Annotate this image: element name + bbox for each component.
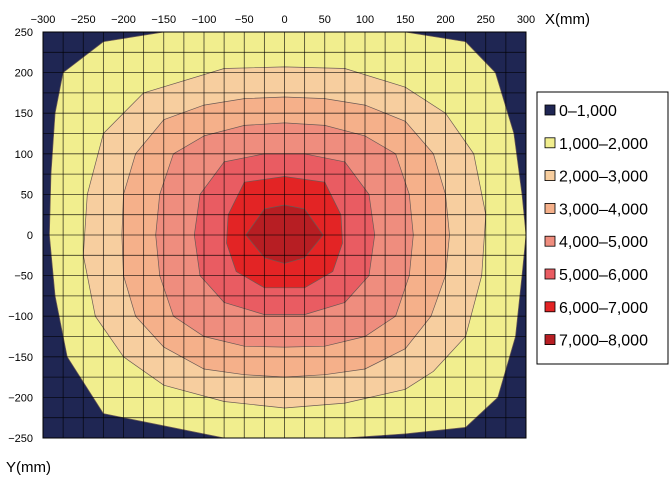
y-tick-label: −50 [14, 271, 33, 283]
legend-swatch [544, 334, 556, 346]
x-tick-labels: −300 −250 −200 −150 −100 −50 0 50 100 150 200 250 30… [31, 14, 536, 26]
y-tick-label: 100 [15, 149, 33, 161]
legend-label: 5,000–6,000 [559, 267, 648, 284]
x-tick-label: 250 [477, 14, 495, 26]
grid-layer [43, 32, 526, 438]
x-tick-label: 100 [356, 14, 374, 26]
legend-label: 1,000–2,000 [559, 136, 648, 153]
y-tick-label: −150 [8, 352, 33, 364]
legend-label: 4,000–5,000 [559, 234, 648, 251]
legend-swatch [544, 137, 556, 149]
legend-label: 6,000–7,000 [559, 300, 648, 317]
legend-items: 0–1,000 1,000–2,000 2,000–3,000 3,000–4,000… [544, 103, 648, 350]
x-tick-label: −150 [151, 14, 176, 26]
x-tick-label: 0 [281, 14, 287, 26]
legend-swatch [544, 301, 556, 313]
legend-swatch [544, 268, 556, 280]
legend-swatch [544, 202, 556, 214]
legend-swatch [544, 235, 556, 247]
x-tick-label: 300 [517, 14, 535, 26]
x-tick-label: −100 [192, 14, 217, 26]
y-tick-label: −200 [8, 392, 33, 404]
x-tick-label: −200 [111, 14, 136, 26]
x-tick-label: 150 [396, 14, 414, 26]
legend-swatch [544, 104, 556, 116]
x-axis-label: X(mm) [545, 11, 590, 28]
legend: 0–1,000 1,000–2,000 2,000–3,000 3,000–4,000… [536, 91, 669, 365]
legend-swatch [544, 170, 556, 182]
legend-label: 7,000–8,000 [559, 333, 648, 350]
y-tick-labels: 250 200 150 100 50 0 −50 −100 −150 −200 −250 [8, 27, 33, 445]
y-tick-label: 150 [15, 108, 33, 120]
y-axis-label: Y(mm) [6, 459, 51, 476]
legend-box [536, 91, 669, 365]
y-tick-label: 200 [15, 68, 33, 80]
y-tick-label: 50 [21, 189, 33, 201]
legend-label: 2,000–3,000 [559, 169, 648, 186]
y-tick-label: −250 [8, 433, 33, 445]
x-tick-label: 200 [436, 14, 454, 26]
x-tick-label: −50 [235, 14, 254, 26]
x-tick-label: 50 [319, 14, 331, 26]
x-tick-label: −300 [31, 14, 56, 26]
legend-label: 0–1,000 [559, 103, 617, 120]
y-tick-label: 0 [27, 230, 33, 242]
x-tick-label: −250 [71, 14, 96, 26]
y-tick-label: −100 [8, 311, 33, 323]
plot-border [42, 31, 527, 439]
y-tick-label: 250 [15, 27, 33, 39]
legend-label: 3,000–4,000 [559, 201, 648, 218]
